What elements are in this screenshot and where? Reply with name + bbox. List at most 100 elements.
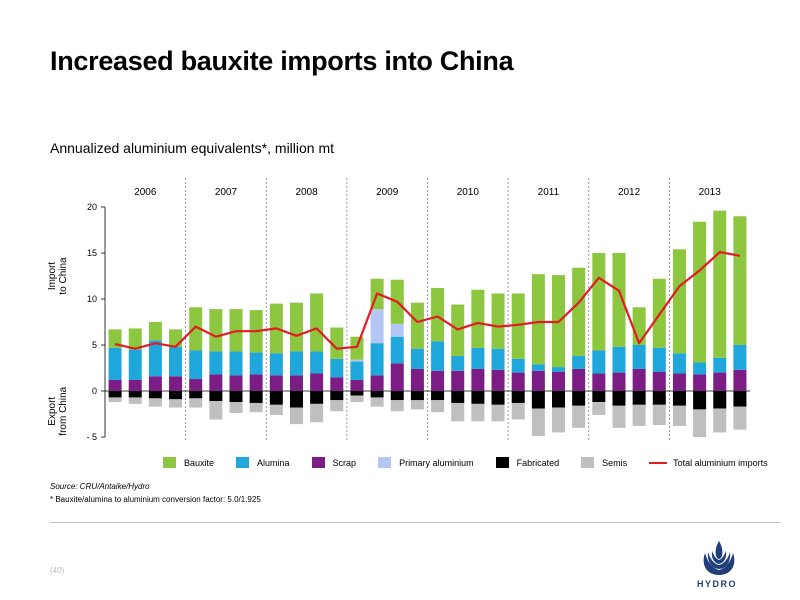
legend-swatch-primary-aluminium (378, 457, 392, 468)
bar-fabricated (652, 391, 666, 405)
bar-scrap (592, 373, 606, 391)
footer-divider (50, 522, 780, 523)
bar-semis (632, 404, 646, 426)
bar-alumina (350, 361, 364, 380)
bar-fabricated (693, 391, 707, 410)
bar-bauxite (330, 327, 344, 359)
bar-scrap (693, 374, 707, 391)
bar-primary-aluminium (370, 309, 384, 344)
legend-label-bauxite: Bauxite (184, 457, 215, 468)
bar-semis (350, 395, 364, 403)
bar-scrap (491, 369, 505, 391)
conversion-footnote: * Bauxite/alumina to aluminium conversio… (50, 495, 261, 504)
bar-semis (451, 402, 465, 422)
year-label: 2013 (699, 187, 722, 198)
bar-semis (169, 399, 183, 408)
year-label: 2009 (376, 187, 399, 198)
bar-semis (693, 409, 707, 437)
bar-fabricated (330, 391, 344, 401)
y-tick-label: - 5 (86, 432, 97, 442)
bar-alumina (693, 362, 707, 375)
bar-bauxite (471, 289, 485, 348)
year-label: 2012 (618, 187, 641, 198)
legend-swatch-scrap (311, 457, 325, 468)
y-tick-label: 0 (92, 386, 97, 396)
bar-fabricated (733, 391, 747, 407)
year-label: 2010 (457, 187, 480, 198)
bar-bauxite (572, 267, 586, 357)
bar-alumina (632, 345, 646, 369)
bar-alumina (672, 353, 686, 374)
bar-bauxite (108, 329, 122, 348)
legend-label-fabricated: Fabricated (516, 457, 560, 468)
bar-scrap (169, 376, 183, 391)
bar-scrap (189, 379, 203, 391)
legend-label-primary-aluminium: Primary aluminium (399, 457, 474, 468)
legend-label-alumina: Alumina (257, 457, 290, 468)
bar-semis (310, 403, 324, 423)
bar-alumina (733, 345, 747, 370)
bar-scrap (511, 372, 525, 391)
chart-subtitle: Annualized aluminium equivalents*, milli… (50, 140, 335, 156)
bar-semis (471, 403, 485, 422)
y-axis-label-export-line: Export (47, 397, 58, 426)
bar-bauxite (491, 293, 505, 349)
total-imports-line (114, 250, 741, 350)
bar-scrap (229, 375, 243, 391)
bar-alumina (229, 351, 243, 376)
bar-fabricated (350, 391, 364, 396)
bar-primary-aluminium (390, 323, 404, 337)
bar-alumina (572, 356, 586, 369)
bar-fabricated (310, 391, 324, 404)
legend-item-primary-aluminium: Primary aluminium (378, 457, 474, 468)
bar-bauxite (693, 221, 707, 363)
bar-bauxite (511, 293, 525, 359)
bar-fabricated (289, 391, 303, 408)
bar-bauxite (531, 274, 545, 365)
bar-semis (330, 400, 344, 412)
bar-semis (370, 397, 384, 407)
hydro-logo-text: HYDRO (697, 579, 738, 589)
bar-semis (733, 406, 747, 430)
bar-bauxite (128, 328, 142, 350)
bar-alumina (310, 351, 324, 374)
bar-bauxite (169, 329, 183, 347)
bar-fabricated (169, 391, 183, 400)
bar-fabricated (632, 391, 646, 405)
bar-scrap (451, 370, 465, 391)
bar-scrap (108, 379, 122, 391)
bar-bauxite (672, 249, 686, 354)
bar-semis (672, 405, 686, 426)
bar-scrap (552, 371, 566, 391)
bar-semis (511, 402, 525, 420)
bar-bauxite (632, 307, 646, 345)
bar-semis (410, 400, 424, 410)
bar-fabricated (431, 391, 445, 401)
bar-semis (592, 402, 606, 415)
bar-semis (249, 402, 263, 413)
bar-scrap (713, 372, 727, 391)
legend-label-semis: Semis (602, 457, 628, 468)
bar-scrap (531, 370, 545, 391)
bar-alumina (612, 346, 626, 373)
bar-alumina (552, 367, 566, 372)
bar-fabricated (511, 391, 525, 403)
legend-item-bauxite: Bauxite (163, 457, 214, 468)
bar-semis (229, 402, 243, 414)
bar-semis (148, 398, 162, 407)
legend-item-total-imports: Total aluminium imports (649, 458, 768, 468)
bar-semis (713, 408, 727, 433)
y-axis-label-import-line: to China (58, 257, 69, 295)
bar-fabricated (471, 391, 485, 404)
bar-semis (209, 401, 223, 420)
bar-scrap (410, 368, 424, 391)
bar-fabricated (108, 391, 122, 398)
bar-alumina (209, 351, 223, 375)
bar-bauxite (148, 322, 162, 341)
bar-scrap (612, 372, 626, 391)
bar-semis (652, 404, 666, 426)
bar-alumina (330, 358, 344, 378)
bar-alumina (390, 336, 404, 364)
year-label: 2006 (134, 187, 157, 198)
bar-scrap (128, 379, 142, 391)
